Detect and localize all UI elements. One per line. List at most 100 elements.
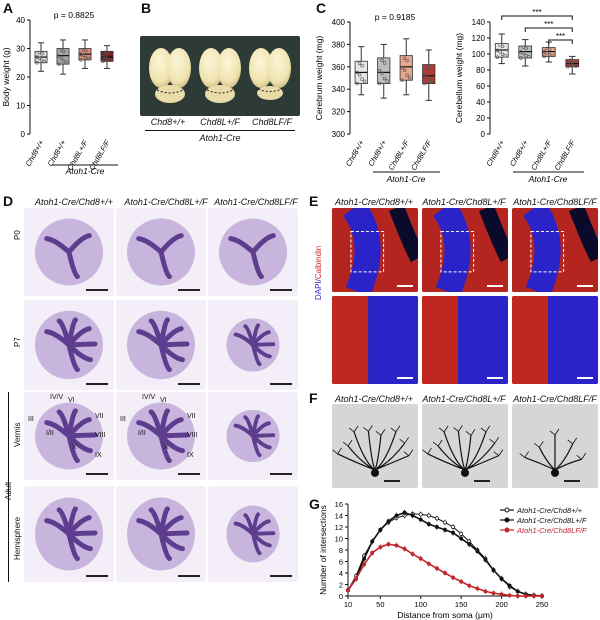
sig-label: ***: [556, 32, 565, 41]
dendrite-branch: [470, 429, 476, 436]
folium: [158, 433, 172, 464]
panel-label-d: D: [3, 193, 14, 209]
data-point: [57, 54, 61, 59]
dendrite-branch: [458, 425, 463, 432]
series-point: [426, 522, 431, 527]
dendrite-branch: [485, 425, 491, 433]
y-tick-label: 140: [472, 18, 486, 27]
histology-tile: [24, 208, 114, 296]
scale-bar: [397, 285, 413, 287]
data-point: [495, 55, 500, 59]
y-tick-label: 14: [335, 512, 343, 521]
folium: [136, 236, 164, 255]
histology-drawing: [35, 497, 103, 571]
brain-het: [199, 48, 241, 103]
data-point: [495, 48, 500, 53]
data-point: [101, 54, 105, 59]
e-stain-calbindin: Calbindin: [314, 245, 323, 280]
folium: [44, 236, 72, 255]
series-point: [483, 589, 488, 594]
granule-layer: [458, 296, 508, 384]
cerebellum-weight-chart: 0 20 40 60 80 100 120 140 Cerebellum weight (mg)…: [454, 8, 584, 184]
dendrite-branch: [404, 436, 410, 444]
lobule-label: VIII: [95, 432, 106, 439]
data-point: [59, 48, 64, 52]
data-point: [405, 73, 409, 78]
y-tick-label: 300: [332, 130, 346, 139]
neuron-drawing: [332, 425, 414, 477]
dendrite: [464, 435, 472, 471]
y-tick-label: 0: [339, 592, 343, 601]
dendrite-branch: [390, 427, 397, 433]
panel-label-c: C: [316, 0, 327, 16]
folium: [251, 342, 276, 347]
dendrite-branch: [489, 438, 495, 444]
folium: [251, 532, 262, 556]
e-title-wt: Atoh1-Cre/Chd8+/+: [334, 197, 414, 207]
series-point: [386, 519, 391, 524]
lobule-label: IX: [187, 452, 194, 459]
neuron-drawing: [519, 428, 587, 477]
dendrite: [554, 458, 582, 471]
panel-label-a: A: [3, 0, 14, 16]
molecular-layer: [332, 296, 369, 384]
lobule-label: VI: [160, 397, 167, 404]
scale-bar: [487, 285, 503, 287]
folium: [158, 530, 190, 537]
histology-tile: [208, 392, 298, 480]
y-tick-label: 120: [472, 34, 486, 43]
dendrite-branch: [549, 430, 556, 436]
b-label-wt: Chd8+/+: [150, 117, 186, 127]
series-point: [418, 556, 423, 561]
d-row-vermis: Vermis: [13, 422, 22, 447]
series-point: [362, 556, 367, 561]
histology-tile: [24, 392, 114, 480]
folium: [158, 342, 172, 373]
fluorescence-drawing: [512, 296, 598, 384]
data-point: [427, 66, 432, 71]
granule-layer: [342, 208, 381, 292]
histology-drawing: [226, 318, 280, 372]
dendrite-branch: [399, 438, 405, 444]
series-point: [426, 513, 431, 518]
series-point: [451, 525, 456, 529]
cre-label: Atoh1-Cre: [528, 174, 568, 184]
soma: [371, 468, 379, 477]
histology-drawing: [219, 218, 287, 286]
soma: [551, 468, 559, 477]
data-point: [57, 62, 61, 66]
zoom-box: [530, 231, 565, 273]
series-point: [499, 576, 504, 581]
lobule-label: X: [72, 444, 77, 451]
d-row-p7: P7: [13, 337, 22, 347]
data-point: [35, 55, 39, 59]
data-point: [377, 81, 382, 86]
scale-bar: [397, 377, 413, 379]
data-point: [422, 72, 427, 76]
series-point: [370, 550, 375, 555]
fluorescence-tile: [332, 296, 418, 384]
legend-label: Atoh1-Cre/Chd8+/+: [516, 506, 583, 515]
data-point: [40, 58, 44, 63]
y-tick-label: 380: [332, 40, 346, 49]
neuron-drawing: [422, 425, 504, 477]
y-tick-label: 16: [335, 500, 343, 509]
y-axis-label: Cerebellum weight (mg): [454, 33, 464, 123]
series-point: [443, 527, 447, 532]
legend-marker: [504, 507, 510, 513]
dendrite-branch: [437, 439, 443, 447]
data-point: [355, 81, 359, 86]
histology-tile: [116, 486, 206, 582]
brain-hom: [249, 48, 291, 100]
series-point: [507, 593, 512, 598]
histology-tile: [116, 208, 206, 296]
y-tick-label: 12: [335, 523, 343, 532]
series-point: [394, 543, 399, 548]
series-point: [362, 562, 367, 567]
dendrite-branch: [480, 427, 487, 433]
x-tick-label: 200: [495, 600, 508, 609]
scale-bar: [86, 473, 108, 475]
dendrite-branch: [465, 431, 472, 436]
x-tick-label: Chd8+/+: [46, 138, 68, 168]
data-point: [407, 76, 412, 80]
